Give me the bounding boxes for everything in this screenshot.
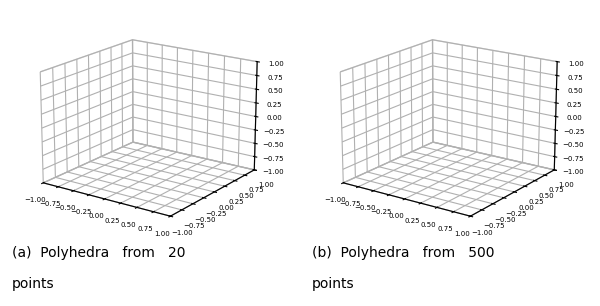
Text: points: points — [312, 277, 355, 291]
Text: (a)  Polyhedra   from   20: (a) Polyhedra from 20 — [12, 246, 185, 260]
Text: points: points — [12, 277, 55, 291]
Text: (b)  Polyhedra   from   500: (b) Polyhedra from 500 — [312, 246, 494, 260]
